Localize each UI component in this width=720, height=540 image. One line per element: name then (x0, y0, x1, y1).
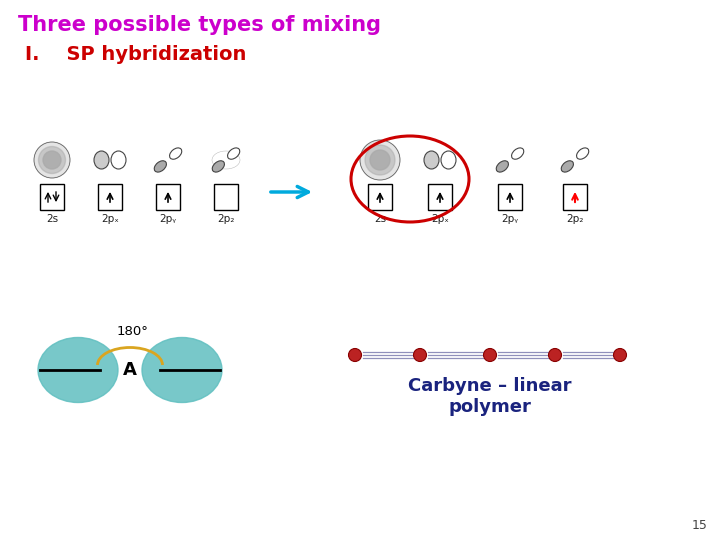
Ellipse shape (370, 150, 390, 170)
Ellipse shape (496, 161, 508, 172)
Bar (563, 184, 587, 210)
Ellipse shape (111, 151, 126, 169)
Bar (214, 184, 238, 210)
Text: 2pₓ: 2pₓ (431, 214, 449, 224)
Ellipse shape (212, 161, 225, 172)
Bar (498, 184, 522, 210)
Text: 180°: 180° (116, 325, 148, 338)
Ellipse shape (365, 145, 395, 175)
Text: A: A (123, 361, 137, 379)
Text: Three possible types of mixing: Three possible types of mixing (18, 15, 381, 35)
Text: 2s: 2s (374, 214, 386, 224)
Text: 2pᵧ: 2pᵧ (501, 214, 518, 224)
Ellipse shape (38, 146, 66, 173)
Circle shape (613, 348, 626, 361)
Bar (428, 184, 452, 210)
Ellipse shape (34, 142, 70, 178)
Ellipse shape (170, 148, 181, 159)
Ellipse shape (562, 161, 573, 172)
Ellipse shape (512, 148, 523, 159)
Ellipse shape (228, 148, 240, 159)
Circle shape (348, 348, 361, 361)
Bar (40, 184, 64, 210)
Circle shape (484, 348, 497, 361)
Ellipse shape (424, 151, 439, 169)
Text: Carbyne – linear
polymer: Carbyne – linear polymer (408, 377, 572, 416)
Circle shape (549, 348, 562, 361)
Ellipse shape (577, 148, 589, 159)
Circle shape (413, 348, 426, 361)
Text: I.    SP hybridization: I. SP hybridization (25, 45, 246, 64)
Text: 2s: 2s (46, 214, 58, 224)
Bar (156, 184, 180, 210)
Ellipse shape (154, 161, 166, 172)
Ellipse shape (142, 338, 222, 402)
Text: 2p₂: 2p₂ (217, 214, 235, 224)
Bar (368, 184, 392, 210)
Ellipse shape (94, 151, 109, 169)
Ellipse shape (441, 151, 456, 169)
Ellipse shape (38, 338, 118, 402)
Ellipse shape (360, 140, 400, 180)
Text: 2pₓ: 2pₓ (101, 214, 119, 224)
Bar (98, 184, 122, 210)
Text: 15: 15 (692, 519, 708, 532)
Text: 2pᵧ: 2pᵧ (159, 214, 176, 224)
Text: 2p₂: 2p₂ (567, 214, 584, 224)
Ellipse shape (43, 151, 61, 169)
